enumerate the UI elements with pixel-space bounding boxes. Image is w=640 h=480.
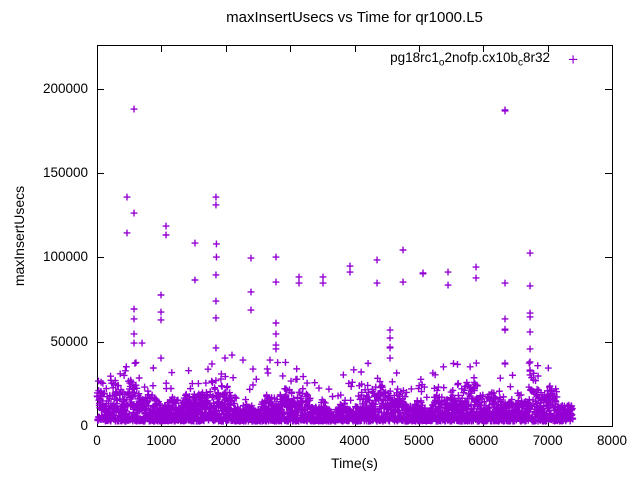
y-tick-label: 0: [80, 418, 88, 433]
y-tick-label: 150000: [42, 165, 88, 181]
legend-label-text: 2nofp.cx10b: [444, 50, 519, 65]
legend: pg18rc1o2nofp.cx10bc8r32 +: [390, 49, 578, 72]
x-tick-label: 7000: [532, 433, 563, 448]
x-tick-label: 6000: [468, 433, 499, 448]
y-axis-label: maxInsertUsecs: [11, 185, 27, 287]
legend-label-text: 8r32: [523, 50, 551, 65]
legend-label-subscript: c: [518, 57, 524, 69]
x-tick-label: 5000: [403, 433, 434, 448]
legend-series-label: pg18rc1o2nofp.cx10bc8r32: [390, 49, 550, 72]
x-tick-label: 3000: [275, 433, 306, 448]
x-axis-label: Time(s): [331, 455, 378, 471]
x-tick-label: 1000: [146, 433, 177, 448]
x-tick-label: 4000: [339, 433, 370, 448]
y-tick-label: 100000: [42, 249, 88, 265]
x-tick-label: 0: [93, 433, 101, 448]
x-tick-label: 8000: [596, 433, 628, 448]
plus-marker-icon: +: [568, 50, 578, 70]
y-tick-label: 200000: [42, 80, 88, 96]
chart-title: maxInsertUsecs vs Time for qr1000.L5: [226, 9, 483, 26]
legend-label-text: pg18rc1: [390, 50, 439, 65]
x-tick-label: 2000: [210, 433, 241, 448]
y-tick-label: 50000: [50, 333, 88, 349]
legend-label-subscript: o: [438, 57, 445, 69]
